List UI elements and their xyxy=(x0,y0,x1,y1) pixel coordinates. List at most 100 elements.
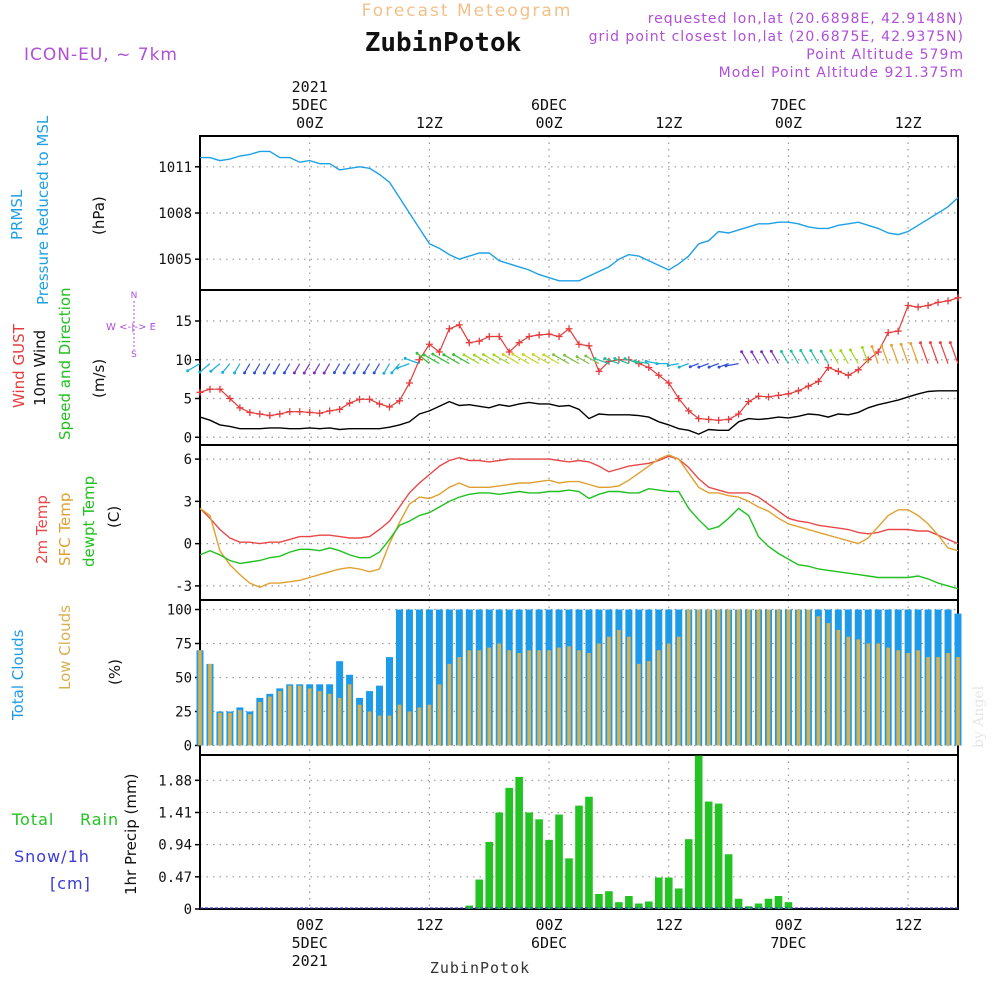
precip-ytick-label: 1.41 xyxy=(158,805,192,821)
wind-vector xyxy=(708,363,719,368)
rain-bar xyxy=(784,902,793,909)
wind-vector-head xyxy=(382,371,386,375)
station-name: ZubinPotok xyxy=(365,28,522,58)
top-hour-label: 00Z xyxy=(296,114,323,132)
wind-vector xyxy=(333,363,341,373)
wind-vector-head xyxy=(563,353,567,357)
low-cloud-bar xyxy=(567,646,571,746)
top-date-label: 7DEC xyxy=(770,96,806,114)
dewpt-temp-label: dewpt Temp xyxy=(80,476,98,567)
wind-vector xyxy=(283,363,291,374)
gust-marker xyxy=(774,391,782,399)
cm-label: [cm] xyxy=(50,874,91,893)
wind-vector xyxy=(849,349,859,364)
gust-marker xyxy=(226,395,234,402)
wind-vector xyxy=(949,342,959,364)
wind-vector-head xyxy=(848,348,852,352)
wind-vector-head xyxy=(462,353,466,357)
gust-marker xyxy=(755,392,763,400)
gust-marker xyxy=(256,410,264,418)
wind-vector xyxy=(939,342,949,364)
wind-vector xyxy=(199,363,211,373)
precip-axis-label: 1hr Precip (mm) xyxy=(122,774,140,895)
wind-vector-head xyxy=(724,364,728,368)
sfc-temp-label: SFC Temp xyxy=(56,493,74,566)
rain-bar xyxy=(724,854,733,909)
temp-labels: 2m Temp SFC Temp dewpt Temp (C) xyxy=(33,476,123,567)
low-cloud-bar xyxy=(587,653,591,746)
gust-marker xyxy=(376,400,384,408)
wind-vector xyxy=(313,363,321,374)
low-cloud-bar xyxy=(607,636,611,746)
low-cloud-bar xyxy=(268,696,272,746)
gust-marker xyxy=(904,302,912,309)
bottom-hour-label: 12Z xyxy=(895,916,922,934)
low-cloud-bar xyxy=(856,639,861,746)
wind-vector-head xyxy=(511,352,515,356)
low-cloud-bar xyxy=(706,609,711,746)
gust-marker xyxy=(236,404,244,412)
low-cloud-bar xyxy=(956,657,960,746)
gust-marker xyxy=(954,294,962,302)
wind-vectors xyxy=(186,341,959,375)
low-cloud-bar xyxy=(597,643,601,746)
cloud-labels: Total Clouds Low Clouds (%) xyxy=(9,605,124,721)
pressure-ytick-label: 1005 xyxy=(158,252,192,268)
wind-vector-head xyxy=(860,346,864,350)
wind-vector-head xyxy=(332,371,336,375)
compass-s: S xyxy=(131,350,137,360)
wind-vector-head xyxy=(928,341,932,345)
wind-vector-head xyxy=(415,351,419,355)
low-cloud-bar xyxy=(816,616,821,746)
point-altitude: Point Altitude 579m xyxy=(806,47,964,63)
total-label: Total xyxy=(11,810,54,829)
gust-marker xyxy=(565,325,573,333)
rain-bar xyxy=(475,879,484,909)
low-cloud-bar xyxy=(557,647,561,746)
gust-marker xyxy=(445,325,453,333)
wind-vector xyxy=(929,342,939,364)
gust-marker xyxy=(655,371,663,379)
bottom-date-label: 6DEC xyxy=(531,934,567,952)
temperature-ytick-label: 3 xyxy=(184,494,192,510)
wind-labels: Wind GUST 10m Wind Speed and Direction (… xyxy=(10,287,156,440)
gust-marker xyxy=(555,333,563,340)
low-clouds-label: Low Clouds xyxy=(56,605,74,690)
rain-bar xyxy=(615,902,623,909)
wind-vector-head xyxy=(655,362,659,366)
wind-vector-head xyxy=(870,345,874,349)
wind-vector xyxy=(564,354,580,365)
gust-marker xyxy=(545,330,553,338)
low-cloud-bar xyxy=(577,650,581,746)
low-cloud-bar xyxy=(796,609,801,746)
rain-bar xyxy=(625,895,633,909)
low-cloud-bar xyxy=(507,650,511,746)
total-cloud-bar xyxy=(395,609,403,746)
wind-vector xyxy=(273,363,281,374)
wind-vector-head xyxy=(262,371,266,375)
wind-line xyxy=(199,390,958,435)
wind-vector-head xyxy=(697,365,701,369)
pressure-panel: 1005 1008 1011 xyxy=(158,135,959,291)
wind-vector xyxy=(751,351,760,364)
total-clouds-label: Total Clouds xyxy=(9,629,27,721)
low-cloud-bar xyxy=(716,609,721,746)
low-cloud-bar xyxy=(248,714,252,746)
wind-gust-label: Wind GUST xyxy=(10,323,28,408)
wind-vector-head xyxy=(623,357,627,361)
gust-marker xyxy=(535,331,543,339)
precip-ytick-label: 0.94 xyxy=(158,838,192,854)
wind-vector xyxy=(761,351,770,364)
temperature-panel: -3 0 3 6 xyxy=(175,444,959,601)
low-cloud-bar xyxy=(786,609,791,746)
wind-vector-head xyxy=(186,369,190,373)
low-cloud-bar xyxy=(367,711,372,746)
wind-frame xyxy=(199,289,959,446)
wind-panel: 0 5 10 15 xyxy=(175,289,959,446)
pressure-line xyxy=(200,150,959,282)
low-cloud-bar xyxy=(926,657,930,746)
gust-marker xyxy=(395,397,403,405)
rain-bar xyxy=(645,901,653,909)
wind-vector-head xyxy=(233,371,237,375)
